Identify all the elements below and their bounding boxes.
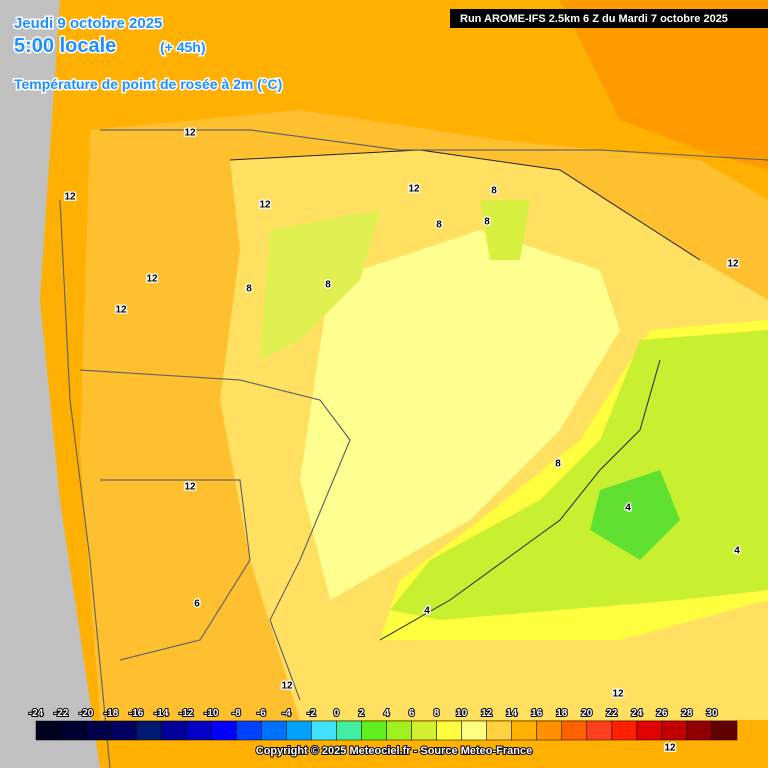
legend-tick: 8 xyxy=(434,708,440,719)
contour-label: 4 xyxy=(424,606,430,617)
legend-tick: -20 xyxy=(79,708,94,719)
warm-area xyxy=(560,0,768,170)
legend-swatch xyxy=(536,720,563,741)
legend-swatch xyxy=(110,720,137,741)
legend-tick: 24 xyxy=(631,708,643,719)
contour-label: 8 xyxy=(484,217,490,228)
legend-tick: -10 xyxy=(204,708,219,719)
legend-swatch xyxy=(661,720,688,741)
contour-label: 12 xyxy=(184,482,196,493)
time: 5:00 locale xyxy=(14,35,116,57)
legend-swatch xyxy=(286,720,312,741)
legend-swatch xyxy=(160,720,187,741)
contour-label: 12 xyxy=(184,128,196,139)
legend-swatch xyxy=(261,720,287,741)
legend-tick: 22 xyxy=(606,708,618,719)
legend-tick: -16 xyxy=(129,708,144,719)
legend-tick: 10 xyxy=(456,708,468,719)
legend-swatch xyxy=(636,720,663,741)
contour-label: 8 xyxy=(246,284,252,295)
legend-tick: 0 xyxy=(334,708,340,719)
green-patch xyxy=(260,210,380,360)
contour-label: 12 xyxy=(64,192,76,203)
contour-label: 4 xyxy=(734,546,740,557)
legend-swatch xyxy=(311,720,337,741)
run-banner xyxy=(450,9,768,28)
contour-label: 4 xyxy=(625,503,631,514)
legend-tick: 30 xyxy=(706,708,718,719)
legend-tick: -22 xyxy=(54,708,69,719)
legend-tick: -14 xyxy=(154,708,169,719)
contour xyxy=(229,149,701,261)
contour-label: 12 xyxy=(664,743,676,754)
legend-swatch xyxy=(411,720,437,741)
legend-swatch xyxy=(461,720,487,741)
contour-label: 8 xyxy=(436,220,442,231)
legend-tick: 26 xyxy=(656,708,668,719)
legend-swatch xyxy=(586,720,613,741)
legend-swatch xyxy=(511,720,537,741)
coastline xyxy=(100,129,768,161)
legend-swatch xyxy=(436,720,462,741)
legend-tick: 14 xyxy=(506,708,518,719)
contour-label: 12 xyxy=(281,681,293,692)
legend-tick: -12 xyxy=(179,708,194,719)
contour-label: 8 xyxy=(325,280,331,291)
legend-tick: 20 xyxy=(581,708,593,719)
legend-swatch xyxy=(211,720,237,741)
contour-label: 8 xyxy=(491,186,497,197)
legend-swatch xyxy=(135,720,162,741)
contour-label: 12 xyxy=(727,259,739,270)
border-line xyxy=(79,369,351,701)
legend-swatch xyxy=(361,720,387,741)
contour-label: 12 xyxy=(146,274,158,285)
legend-swatch xyxy=(611,720,638,741)
run-info: Run AROME-IFS 2.5km 6 Z du Mardi 7 octob… xyxy=(460,13,728,25)
legend-tick: -24 xyxy=(29,708,44,719)
contour-label: 12 xyxy=(612,689,624,700)
legend-swatch xyxy=(236,720,262,741)
green-patch xyxy=(480,200,530,260)
legend-swatch xyxy=(486,720,512,741)
legend-swatch xyxy=(185,720,212,741)
contour-label: 12 xyxy=(259,200,271,211)
forecast-offset: (+ 45h) xyxy=(160,39,206,55)
legend-tick: 2 xyxy=(359,708,365,719)
legend-swatch xyxy=(711,720,738,741)
legend-swatch xyxy=(60,720,87,741)
legend-swatch xyxy=(561,720,588,741)
date: Jeudi 9 octobre 2025 xyxy=(14,15,162,32)
moist-area xyxy=(300,230,620,600)
legend-tick: -18 xyxy=(104,708,119,719)
contour-label: 8 xyxy=(555,459,561,470)
coastline xyxy=(59,199,111,768)
legend-tick: 28 xyxy=(681,708,693,719)
legend-tick: -4 xyxy=(282,708,291,719)
legend-tick: 12 xyxy=(481,708,493,719)
contour-label: 6 xyxy=(194,599,200,610)
legend-tick: -2 xyxy=(307,708,316,719)
contour-label: 12 xyxy=(408,184,420,195)
legend-swatch xyxy=(686,720,713,741)
green-core xyxy=(590,470,680,560)
sea xyxy=(0,0,100,768)
green-area xyxy=(390,330,768,620)
legend-swatch xyxy=(386,720,412,741)
legend-tick: 6 xyxy=(409,708,415,719)
legend-tick: -6 xyxy=(257,708,266,719)
legend-tick: 4 xyxy=(384,708,390,719)
copyright: Copyright © 2025 Meteociel.fr - Source M… xyxy=(256,745,532,757)
map-title: Température de point de rosée à 2m (°C) xyxy=(14,76,282,92)
contour-label: 12 xyxy=(115,305,127,316)
legend-tick: 18 xyxy=(556,708,568,719)
legend-swatch xyxy=(85,720,112,741)
border-line xyxy=(100,479,251,661)
color-legend: -24 -22 -20 -18 -16 -14 -12 -10 -8 -6 -4 -2 0 2 4 6 8 10 1… xyxy=(28,707,738,741)
legend-swatch xyxy=(35,720,62,741)
legend-tick: 16 xyxy=(531,708,543,719)
legend-tick: -8 xyxy=(232,708,241,719)
contour xyxy=(379,359,661,641)
legend-swatch xyxy=(336,720,362,741)
